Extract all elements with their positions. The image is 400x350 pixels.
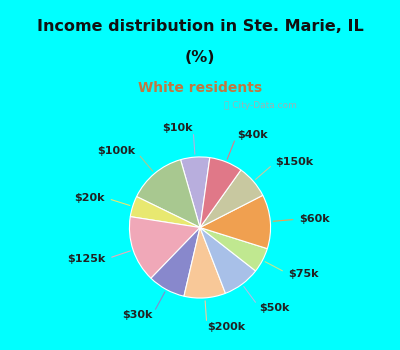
Text: $75k: $75k (288, 269, 319, 279)
Wedge shape (151, 228, 200, 296)
Wedge shape (200, 170, 263, 228)
Text: $125k: $125k (67, 254, 105, 264)
Text: $150k: $150k (276, 157, 314, 167)
Text: White residents: White residents (138, 80, 262, 94)
Text: $50k: $50k (260, 303, 290, 313)
Wedge shape (130, 217, 200, 278)
Wedge shape (200, 158, 241, 228)
Wedge shape (200, 195, 270, 248)
Wedge shape (200, 228, 267, 271)
Text: Income distribution in Ste. Marie, IL: Income distribution in Ste. Marie, IL (37, 19, 363, 34)
Text: $10k: $10k (162, 123, 193, 133)
Text: $40k: $40k (237, 130, 268, 140)
Text: $20k: $20k (74, 193, 105, 203)
Text: $200k: $200k (207, 322, 245, 332)
Text: ⓘ City-Data.com: ⓘ City-Data.com (224, 100, 297, 110)
Wedge shape (180, 157, 210, 228)
Text: $100k: $100k (98, 146, 136, 156)
Wedge shape (200, 228, 256, 293)
Wedge shape (184, 228, 226, 298)
Text: $60k: $60k (300, 214, 330, 224)
Text: (%): (%) (185, 50, 215, 65)
Text: $30k: $30k (122, 310, 152, 320)
Wedge shape (136, 160, 200, 228)
Wedge shape (130, 197, 200, 228)
